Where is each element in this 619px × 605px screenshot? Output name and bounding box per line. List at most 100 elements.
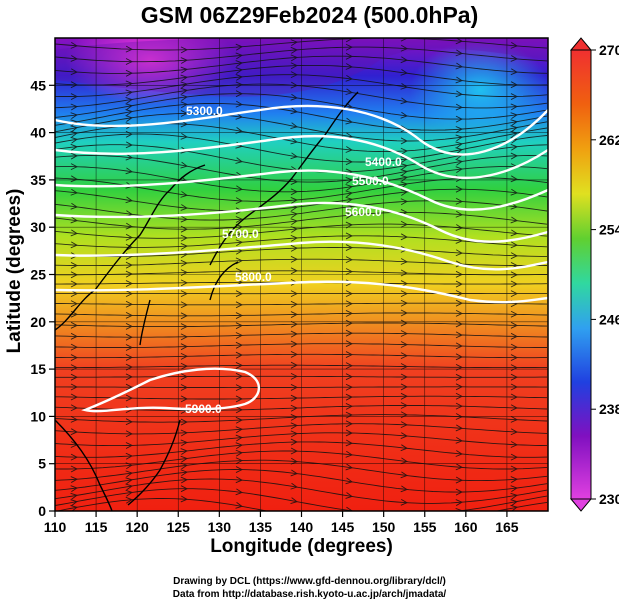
streamline-arrow xyxy=(510,229,518,237)
streamline-arrow xyxy=(345,351,354,358)
streamline-arrow xyxy=(125,109,133,116)
streamline xyxy=(55,498,548,511)
streamline-arrow xyxy=(345,463,353,471)
streamline-arrow xyxy=(70,354,79,361)
streamline-arrow xyxy=(125,196,133,204)
streamline-arrow xyxy=(125,373,134,381)
streamline-arrow xyxy=(180,87,188,95)
streamline-arrow xyxy=(290,404,299,412)
streamline-arrow xyxy=(510,428,519,436)
streamline-arrow xyxy=(400,498,409,506)
streamline-arrow xyxy=(70,163,79,171)
streamline xyxy=(55,364,547,369)
streamline-arrow xyxy=(400,363,409,370)
streamline-arrow xyxy=(235,290,244,298)
streamline-arrow xyxy=(235,126,243,134)
streamline-arrow xyxy=(400,352,409,360)
x-tick-label: 130 xyxy=(208,519,232,535)
streamline-arrow xyxy=(345,176,353,184)
streamline-arrow xyxy=(455,353,464,361)
streamline-arrow xyxy=(180,455,188,463)
colorbar-tick-label: 262 xyxy=(599,132,619,148)
streamline-arrow xyxy=(455,402,464,410)
streamline-arrow xyxy=(510,404,519,412)
credit-drawing: Drawing by DCL (https://www.gfd-dennou.o… xyxy=(173,576,446,587)
streamline-arrow xyxy=(510,476,518,483)
streamline-arrow xyxy=(235,384,244,392)
streamline-arrow xyxy=(510,343,519,351)
colorbar-tick-label: 238 xyxy=(599,401,619,417)
streamline-arrow xyxy=(290,457,298,465)
streamline-arrow xyxy=(345,383,354,391)
streamline-arrow xyxy=(400,341,409,348)
streamline-arrow xyxy=(455,166,463,173)
streamline-arrow xyxy=(70,130,78,138)
streamline-arrow xyxy=(70,229,78,237)
streamline-arrow xyxy=(70,216,78,224)
streamline xyxy=(55,258,548,267)
streamline-arrow xyxy=(235,185,243,193)
streamline-arrow xyxy=(510,393,519,401)
streamline-arrow xyxy=(125,45,134,53)
streamline-arrow xyxy=(345,146,353,153)
x-axis: 110 115 120 125 130 135 140 145 150 155 160 165 xyxy=(44,511,519,535)
streamline-arrow xyxy=(290,311,299,318)
x-tick-label: 150 xyxy=(372,519,396,535)
streamline-arrow xyxy=(125,141,134,149)
streamline-arrow xyxy=(510,332,519,340)
streamline-arrow xyxy=(400,411,409,419)
colorbar-tick-label: 254 xyxy=(599,222,619,238)
streamline-arrow xyxy=(290,351,299,358)
streamline-arrow xyxy=(180,269,189,277)
streamline-arrow xyxy=(345,184,353,191)
contour-label-5500: 5500.0 xyxy=(352,174,389,188)
streamline-arrow xyxy=(510,112,518,119)
colorbar-scale xyxy=(570,49,592,500)
streamline-arrow xyxy=(70,112,78,119)
streamline-arrow xyxy=(70,321,79,329)
streamline-arrow xyxy=(235,52,243,60)
streamline-arrow xyxy=(180,476,189,484)
streamline-arrow xyxy=(235,157,243,164)
streamline-arrow xyxy=(70,393,79,401)
streamline-arrow xyxy=(180,191,188,198)
contour-label-5700: 5700.0 xyxy=(222,227,259,241)
streamline-arrow xyxy=(345,310,354,317)
contour-label-5600: 5600.0 xyxy=(345,205,382,219)
streamline-arrow xyxy=(510,271,519,279)
streamline-arrow xyxy=(70,364,79,372)
streamline-arrow xyxy=(235,301,244,309)
streamline-arrow xyxy=(125,489,133,497)
streamline-arrow xyxy=(400,373,409,381)
streamline-arrow xyxy=(455,331,464,339)
streamline-arrow xyxy=(180,57,189,64)
streamline-arrow xyxy=(400,457,408,465)
streamline-arrow xyxy=(125,333,134,341)
streamline-arrow xyxy=(455,147,463,154)
streamline-arrow xyxy=(345,492,353,499)
contour-label-5300: 5300.0 xyxy=(186,104,223,118)
streamline-arrow xyxy=(345,212,353,219)
streamline-arrow xyxy=(510,453,519,461)
streamline xyxy=(55,93,548,120)
streamline xyxy=(55,459,548,482)
streamline xyxy=(55,322,548,328)
streamline-arrow xyxy=(345,439,354,447)
y-tick-label: 25 xyxy=(30,267,46,283)
streamline-arrow xyxy=(125,442,134,449)
streamline-arrow xyxy=(180,215,189,223)
streamline-arrow xyxy=(345,373,354,381)
streamline xyxy=(55,432,548,447)
streamline-arrow xyxy=(125,97,133,104)
credit-data: Data from http://database.rish.kyoto-u.a… xyxy=(172,589,447,600)
streamline-arrow xyxy=(180,469,188,477)
streamline-arrow xyxy=(235,442,243,450)
streamline-arrow xyxy=(125,80,133,88)
y-tick-label: 40 xyxy=(30,125,46,141)
x-tick-label: 140 xyxy=(290,519,314,535)
colorbar-tick-label: 246 xyxy=(599,311,619,327)
streamline-arrow xyxy=(455,290,464,297)
streamline-arrow xyxy=(510,321,519,329)
streamline-arrow xyxy=(400,111,408,119)
y-tick-label: 10 xyxy=(30,408,46,424)
